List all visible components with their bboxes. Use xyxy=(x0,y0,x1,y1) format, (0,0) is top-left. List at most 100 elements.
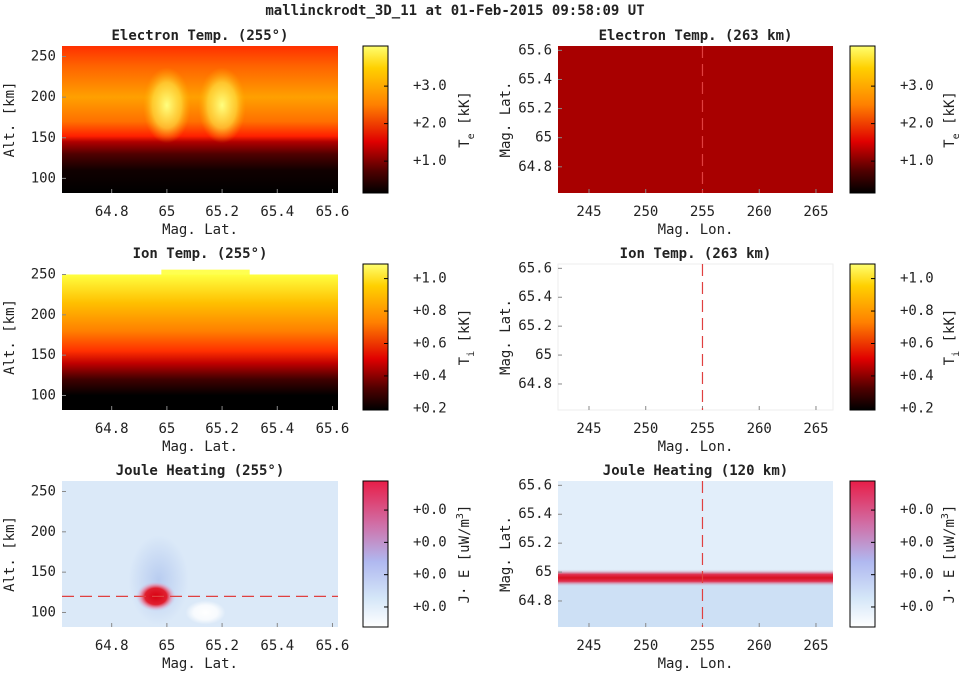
label-sub: i xyxy=(466,351,477,357)
colorbar-tick-label: +0.0 xyxy=(413,599,447,615)
x-tick-label: 245 xyxy=(576,204,601,220)
x-tick-label: 64.8 xyxy=(95,638,129,654)
y-tick-label: 200 xyxy=(31,524,56,540)
x-tick-label: 65.6 xyxy=(316,638,350,654)
colorbar-tick-label: +0.4 xyxy=(413,368,447,384)
y-tick-label: 65.4 xyxy=(518,71,552,87)
colorbar xyxy=(362,45,389,194)
colorbar-tick-label: +0.6 xyxy=(413,335,447,351)
x-tick-label: 245 xyxy=(576,638,601,654)
x-tick-label: 245 xyxy=(576,421,601,437)
colorbar-tick-label: +1.0 xyxy=(900,271,934,287)
y-tick-label: 65.2 xyxy=(518,318,552,334)
x-tick-label: 65 xyxy=(158,204,175,220)
heatmap xyxy=(558,481,833,627)
panel-title: Electron Temp. (255°) xyxy=(111,28,288,44)
heat-bump xyxy=(161,269,250,275)
colorbar-tick-label: +1.0 xyxy=(413,153,447,169)
heat-blob xyxy=(198,67,247,144)
colorbar-label: Te [kK] xyxy=(942,91,962,148)
figure-title: mallinckrodt_3D_11 at 01-Feb-2015 09:58:… xyxy=(265,3,644,19)
y-tick-label: 65.6 xyxy=(518,42,552,58)
colorbar xyxy=(849,263,876,411)
x-tick-label: 65.2 xyxy=(205,638,239,654)
colorbar-tick-label: +0.0 xyxy=(413,567,447,583)
y-tick-label: 65 xyxy=(535,347,552,363)
x-tick-label: 250 xyxy=(633,421,658,437)
x-tick-label: 255 xyxy=(690,204,715,220)
y-axis-label: Mag. Lat. xyxy=(498,516,514,592)
colorbar-tick-label: +0.6 xyxy=(900,335,934,351)
colorbar-tick-label: +0.0 xyxy=(900,534,934,550)
panel-title: Ion Temp. (263 km) xyxy=(620,246,772,262)
x-tick-label: 64.8 xyxy=(95,204,129,220)
label-main: T xyxy=(942,139,958,148)
heat-empty xyxy=(62,264,338,275)
panel-title: Joule Heating (255°) xyxy=(116,463,285,479)
x-tick-label: 260 xyxy=(747,638,772,654)
label-sup: 3 xyxy=(455,513,466,519)
x-axis-label: Mag. Lon. xyxy=(658,656,734,672)
label-main: T xyxy=(457,356,473,365)
colorbar-label: Ti [kK] xyxy=(942,309,962,366)
y-tick-label: 250 xyxy=(31,49,56,65)
y-tick-label: 65 xyxy=(535,130,552,146)
colorbar-tick-label: +3.0 xyxy=(900,78,934,94)
label-main: T xyxy=(942,356,958,365)
y-axis-label: Alt. [km] xyxy=(2,516,18,592)
colorbar-tick-label: +0.0 xyxy=(900,502,934,518)
x-axis-label: Mag. Lon. xyxy=(658,439,734,455)
x-tick-label: 260 xyxy=(747,421,772,437)
colorbar-tick-label: +0.2 xyxy=(413,400,447,416)
x-tick-label: 255 xyxy=(690,638,715,654)
label-sub: e xyxy=(466,133,477,139)
heat-blob xyxy=(185,600,226,625)
y-tick-label: 65.6 xyxy=(518,477,552,493)
x-tick-label: 265 xyxy=(803,421,828,437)
label-main: T xyxy=(457,139,473,148)
heatmap xyxy=(62,46,338,193)
y-tick-label: 100 xyxy=(31,170,56,186)
y-tick-label: 65 xyxy=(535,564,552,580)
colorbar-label: Te [kK] xyxy=(457,91,477,148)
colorbar-tick-label: +0.8 xyxy=(413,303,447,319)
colorbar-tick-label: +0.4 xyxy=(900,368,934,384)
x-axis-label: Mag. Lat. xyxy=(162,222,238,238)
y-tick-label: 65.4 xyxy=(518,289,552,305)
y-axis-label: Alt. [km] xyxy=(2,299,18,375)
y-tick-label: 64.8 xyxy=(518,376,552,392)
label-rest: ] xyxy=(942,505,958,513)
y-axis-label: Mag. Lat. xyxy=(498,299,514,375)
x-tick-label: 65.4 xyxy=(260,421,294,437)
heatmap xyxy=(557,263,834,411)
y-tick-label: 250 xyxy=(31,266,56,282)
colorbar xyxy=(362,263,389,411)
colorbar-label: J· E [uW/m3] xyxy=(940,505,959,604)
colorbar xyxy=(849,45,876,194)
heat-halo xyxy=(128,535,189,626)
heatmap xyxy=(558,46,833,193)
x-axis-label: Mag. Lon. xyxy=(658,222,734,238)
colorbar-label: Ti [kK] xyxy=(457,309,477,366)
x-tick-label: 65.4 xyxy=(260,638,294,654)
colorbar-tick-label: +2.0 xyxy=(413,116,447,132)
heat-blob xyxy=(142,67,191,144)
y-tick-label: 65.4 xyxy=(518,506,552,522)
x-tick-label: 65.2 xyxy=(205,204,239,220)
colorbar-tick-label: +0.8 xyxy=(900,303,934,319)
colorbar-tick-label: +0.0 xyxy=(900,567,934,583)
y-tick-label: 65.2 xyxy=(518,535,552,551)
colorbar-tick-label: +2.0 xyxy=(900,116,934,132)
y-tick-label: 65.2 xyxy=(518,101,552,117)
colorbar-tick-label: +0.0 xyxy=(413,534,447,550)
label-rest: [kK] xyxy=(457,91,473,133)
colorbar-tick-label: +0.2 xyxy=(900,400,934,416)
y-axis-label: Alt. [km] xyxy=(2,82,18,158)
x-tick-label: 65.6 xyxy=(316,421,350,437)
x-tick-label: 65.4 xyxy=(260,204,294,220)
panel-title: Electron Temp. (263 km) xyxy=(599,28,793,44)
y-tick-label: 200 xyxy=(31,307,56,323)
x-tick-label: 250 xyxy=(633,204,658,220)
x-tick-label: 65.6 xyxy=(316,204,350,220)
